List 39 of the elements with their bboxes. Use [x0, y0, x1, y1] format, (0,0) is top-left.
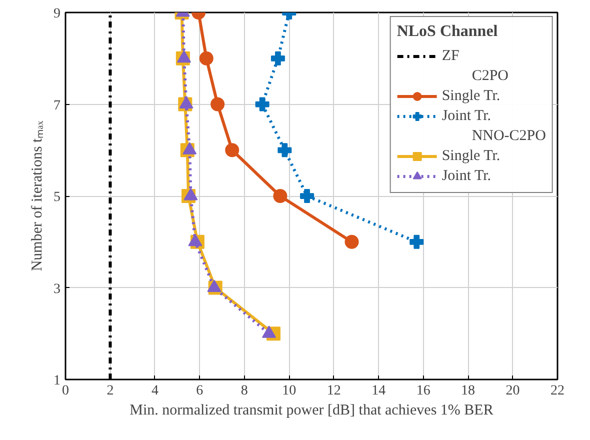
point [410, 234, 424, 249]
point [270, 51, 285, 66]
y-tick-label: 3 [54, 282, 60, 297]
point [300, 189, 314, 203]
x-axis-title: Min. normalized transmit power [dB] that achieves 1% BER [130, 402, 494, 418]
x-tick-label: 22 [550, 384, 564, 398]
annotation: NNO-C2PO [470, 127, 546, 145]
x-tick-label: 16 [416, 384, 430, 398]
y-axis-title: Number of iterations tₘₐₓ [30, 120, 46, 272]
x-tick-label: 4 [151, 384, 158, 398]
point [210, 97, 225, 112]
legend-title: NLoS Channel [396, 23, 499, 41]
point [278, 143, 292, 158]
x-tick-label: 14 [372, 384, 386, 398]
point [255, 97, 270, 112]
y-tick-label: 9 [54, 6, 60, 22]
annotation: C2PO [470, 67, 508, 85]
x-tick-label: 2 [106, 384, 114, 398]
y-tick-label: 5 [54, 190, 60, 205]
point [273, 189, 288, 203]
point [199, 51, 214, 66]
x-tick-label: 18 [461, 384, 476, 398]
x-tick-label: 6 [196, 384, 204, 398]
legend-label: Single Tr. [442, 87, 500, 105]
point [344, 234, 359, 249]
x-tick-label: 8 [240, 384, 248, 398]
y-tick-label: 1 [54, 374, 60, 388]
point [225, 143, 240, 158]
legend-label: Single Tr. [442, 147, 500, 165]
point [207, 280, 222, 292]
x-tick-label: 20 [506, 384, 520, 398]
x-tick-label: 0 [62, 384, 69, 398]
legend-label: ZF [442, 47, 460, 65]
legend-label: Joint Tr. [442, 107, 492, 125]
point [262, 326, 276, 338]
x-tick-label: 12 [326, 384, 341, 398]
legend-label: Joint Tr. [442, 167, 492, 185]
y-tick-label: 7 [54, 98, 60, 114]
x-tick-label: 10 [282, 384, 296, 398]
